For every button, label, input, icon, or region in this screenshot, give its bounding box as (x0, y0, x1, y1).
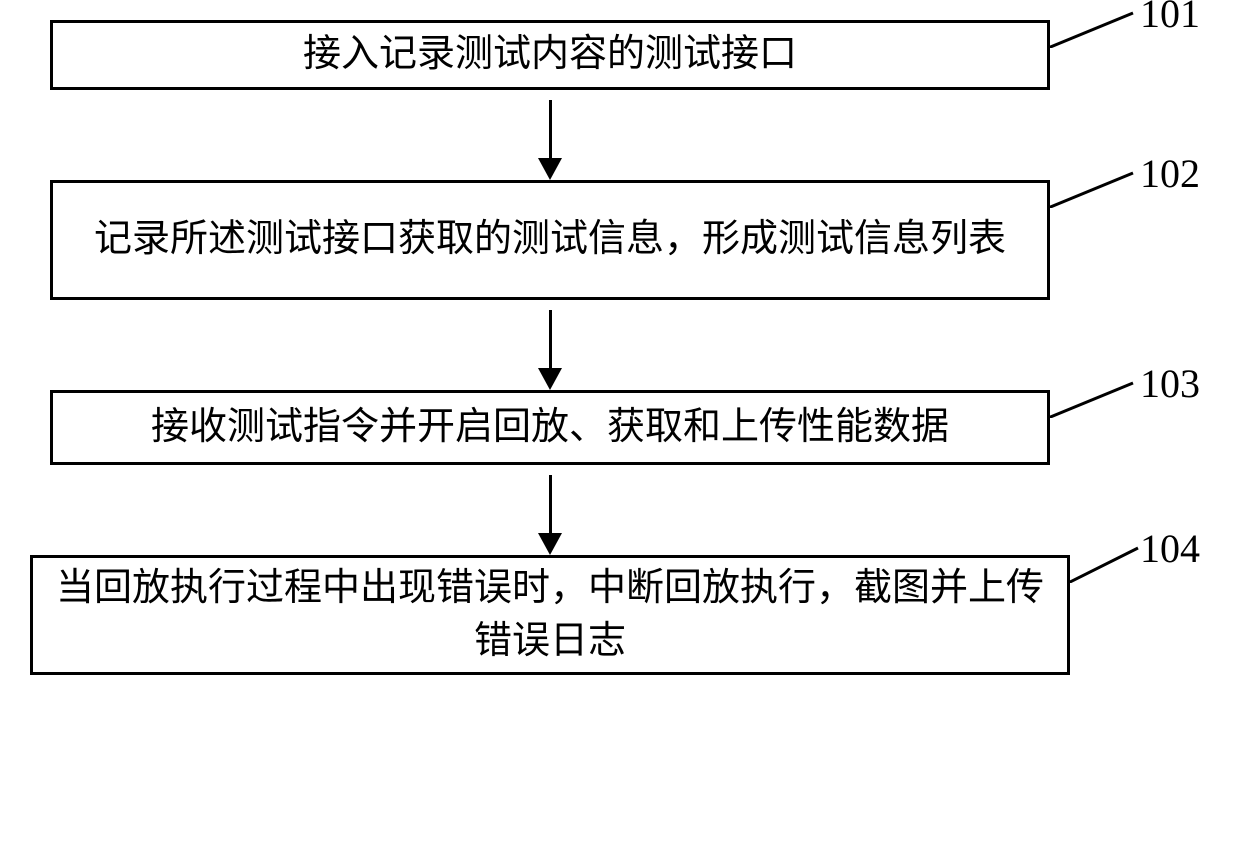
arrow-1 (50, 90, 1050, 180)
label-103: 103 (1140, 360, 1200, 407)
flow-text-103: 接收测试指令并开启回放、获取和上传性能数据 (151, 401, 949, 454)
label-104: 104 (1140, 525, 1200, 572)
flow-box-101: 接入记录测试内容的测试接口 (50, 20, 1050, 90)
flow-box-103: 接收测试指令并开启回放、获取和上传性能数据 (50, 390, 1050, 465)
flowchart-container: 接入记录测试内容的测试接口 101 记录所述测试接口获取的测试信息，形成测试信息… (50, 20, 1150, 675)
arrow-3 (50, 465, 1050, 555)
flow-box-102: 记录所述测试接口获取的测试信息，形成测试信息列表 (50, 180, 1050, 300)
label-101: 101 (1140, 0, 1200, 37)
flow-box-104: 当回放执行过程中出现错误时，中断回放执行，截图并上传错误日志 (30, 555, 1070, 675)
flow-text-102: 记录所述测试接口获取的测试信息，形成测试信息列表 (94, 213, 1006, 266)
label-102: 102 (1140, 150, 1200, 197)
flow-text-101: 接入记录测试内容的测试接口 (303, 28, 797, 81)
arrow-2 (50, 300, 1050, 390)
flow-text-104: 当回放执行过程中出现错误时，中断回放执行，截图并上传错误日志 (53, 562, 1047, 668)
